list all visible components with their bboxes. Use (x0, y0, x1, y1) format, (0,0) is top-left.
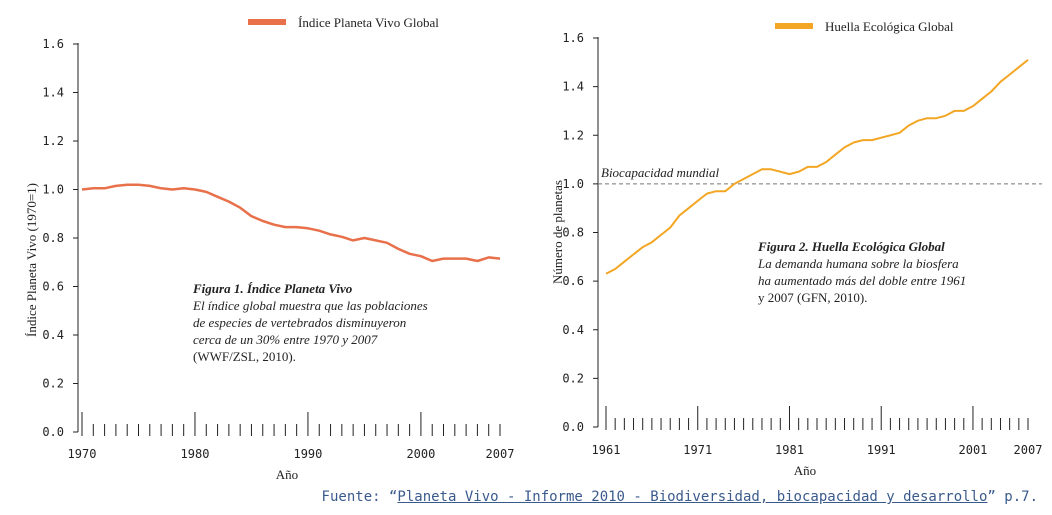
living-planet-index-chart: Índice Planeta Vivo Global 0.00.20.40.60… (24, 15, 514, 482)
y-tick-label: 0.2 (562, 371, 584, 385)
caption-title: Figura 2. Huella Ecológica Global (757, 239, 945, 254)
x-axis-ticks: 1970 1980 1990 2000 2007 (68, 412, 515, 461)
y-tick-label: 1.2 (42, 134, 64, 148)
y-tick-label: 0.8 (562, 226, 584, 240)
caption-line: ha aumentado más del doble entre 1961 (758, 273, 966, 288)
series-line-living-planet-index (81, 183, 501, 263)
x-tick-label: 2007 (1014, 443, 1043, 457)
x-tick-label: 2001 (959, 443, 988, 457)
ecological-footprint-chart: Huella Ecológica Global 0.0 0.2 0.4 0.6 0.8 1… (550, 19, 1042, 478)
x-tick-label: 1971 (683, 443, 712, 457)
series-line-ecological-footprint (605, 59, 1029, 275)
y-tick-label: 1.2 (562, 128, 584, 142)
legend-label: Índice Planeta Vivo Global (298, 15, 439, 30)
y-tick-label: 0.4 (42, 328, 64, 342)
y-tick-label: 0.2 (42, 377, 64, 391)
legend-label: Huella Ecológica Global (825, 19, 954, 34)
x-tick-label: 1970 (68, 447, 97, 461)
figure-caption: Figura 1. Índice Planeta Vivo El índice … (192, 281, 428, 364)
source-link[interactable]: Planeta Vivo - Informe 2010 - Biodiversi… (397, 489, 988, 505)
caption-line: La demanda humana sobre la biosfera (757, 256, 959, 271)
x-tick-label: 1990 (293, 447, 322, 461)
y-tick-label: 0.0 (42, 425, 64, 439)
y-tick-label: 1.6 (562, 31, 584, 45)
legend-swatch (248, 19, 286, 25)
x-tick-label: 1980 (181, 447, 210, 461)
x-axis-label: Año (276, 467, 298, 482)
y-tick-label: 1.6 (42, 37, 64, 51)
y-tick-label: 1.4 (42, 86, 64, 100)
y-tick-label: 0.8 (42, 231, 64, 245)
y-tick-label: 0.4 (562, 323, 584, 337)
caption-line: El índice global muestra que las poblaci… (192, 298, 428, 313)
source-citation: Fuente: “Planeta Vivo - Informe 2010 - B… (322, 489, 1038, 505)
y-axis-ticks: 0.0 0.2 0.4 0.6 0.8 1.0 1.2 1.4 1.6 (42, 37, 78, 439)
x-tick-label: 1991 (867, 443, 896, 457)
x-tick-label: 1981 (775, 443, 804, 457)
y-axis-label: Número de planetas (550, 180, 565, 284)
x-axis-ticks: 1961 1971 1981 1991 2001 2007 (592, 406, 1043, 457)
legend-swatch (775, 23, 813, 29)
y-tick-label: 0.6 (562, 274, 584, 288)
caption-line: cerca de un 30% entre 1970 y 2007 (193, 332, 378, 347)
caption-line: de especies de vertebrados disminuyeron (193, 315, 406, 330)
y-tick-label: 0.0 (562, 420, 584, 434)
y-tick-label: 1.0 (42, 183, 64, 197)
y-axis-label: Índice Planeta Vivo (1970=1) (24, 183, 39, 337)
x-tick-label: 1961 (592, 443, 621, 457)
figure-caption: Figura 2. Huella Ecológica Global La dem… (757, 239, 966, 305)
y-axis-ticks: 0.0 0.2 0.4 0.6 0.8 1.0 1.2 1.4 1.6 (562, 31, 598, 434)
y-tick-label: 1.4 (562, 80, 584, 94)
x-tick-label: 2000 (406, 447, 435, 461)
x-axis-label: Año (794, 463, 816, 478)
caption-title: Figura 1. Índice Planeta Vivo (192, 281, 353, 296)
caption-line: (WWF/ZSL, 2010). (193, 349, 296, 364)
x-tick-label: 2007 (486, 447, 515, 461)
caption-line: y 2007 (GFN, 2010). (758, 290, 867, 305)
biocapacity-label: Biocapacidad mundial (601, 165, 719, 180)
y-tick-label: 0.6 (42, 280, 64, 294)
source-prefix: Fuente: “ (321, 489, 398, 505)
y-tick-label: 1.0 (562, 177, 584, 191)
source-suffix: ” p.7. (987, 489, 1038, 505)
